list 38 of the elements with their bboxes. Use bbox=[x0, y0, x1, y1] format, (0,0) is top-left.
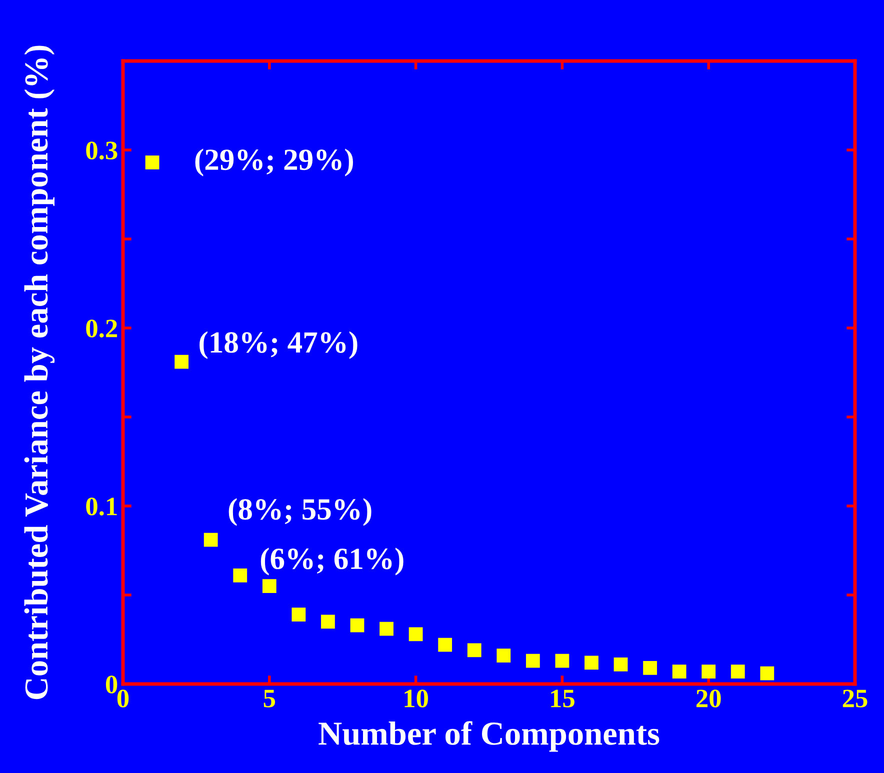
point bbox=[321, 614, 335, 629]
point bbox=[730, 664, 745, 678]
x-tick-label: 0 bbox=[117, 690, 129, 708]
point bbox=[702, 664, 716, 678]
annotation: (6%; 61%) bbox=[260, 548, 404, 576]
point bbox=[174, 354, 189, 369]
point bbox=[204, 532, 218, 547]
point bbox=[380, 622, 394, 636]
point bbox=[760, 666, 774, 680]
point bbox=[438, 638, 452, 652]
point bbox=[614, 657, 628, 672]
point bbox=[292, 608, 306, 622]
point bbox=[584, 656, 598, 670]
y-tick-label: 0.2 bbox=[86, 320, 118, 338]
y-tick-label: 0 bbox=[106, 676, 118, 694]
x-axis-title: Number of Components bbox=[318, 721, 660, 752]
annotation: (8%; 55%) bbox=[228, 498, 372, 526]
point bbox=[145, 156, 160, 170]
point bbox=[555, 654, 570, 668]
x-tick-label: 10 bbox=[404, 690, 428, 708]
annotation: (29%; 29%) bbox=[195, 148, 353, 176]
point bbox=[350, 618, 364, 632]
x-tick-label: 15 bbox=[551, 690, 574, 708]
point bbox=[496, 648, 511, 662]
point bbox=[467, 643, 482, 658]
point bbox=[408, 627, 423, 642]
point bbox=[262, 579, 276, 594]
point bbox=[643, 661, 657, 675]
x-tick-label: 5 bbox=[264, 690, 276, 708]
point bbox=[233, 568, 248, 582]
point bbox=[526, 654, 540, 668]
y-tick-label: 0.3 bbox=[86, 142, 118, 160]
x-tick-label: 25 bbox=[842, 690, 868, 708]
y-axis-title: Contributed Variance by each component (%) bbox=[24, 46, 55, 700]
x-tick-label: 20 bbox=[696, 690, 721, 708]
annotation: (18%; 47%) bbox=[200, 331, 358, 360]
y-tick-label: 0.1 bbox=[86, 498, 117, 516]
point bbox=[672, 664, 686, 678]
